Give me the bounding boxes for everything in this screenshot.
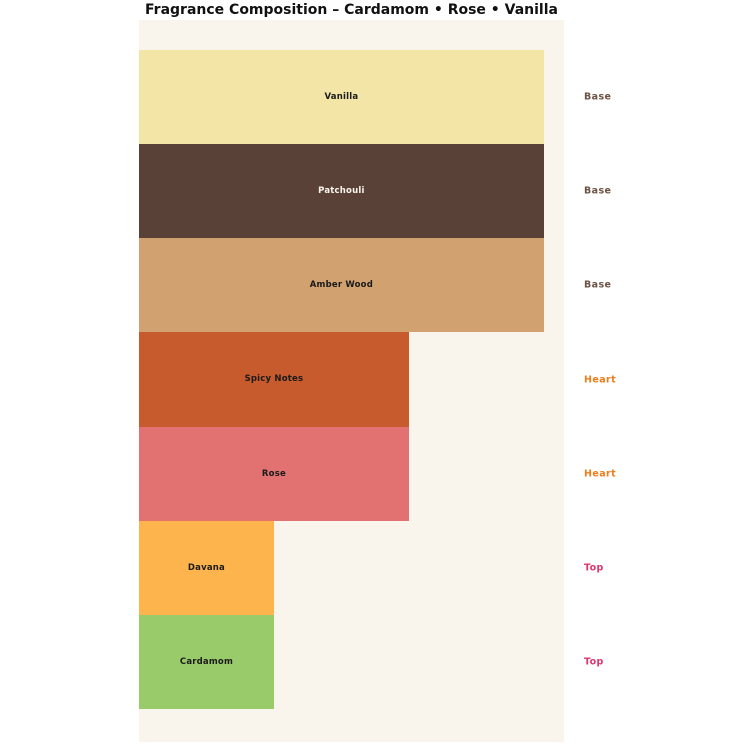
- category-label-davana: Top: [584, 562, 604, 574]
- plot-area: Vanilla Patchouli Amber Wood Spicy Notes Ros…: [139, 20, 564, 742]
- category-label-amber-wood: Base: [584, 279, 612, 291]
- bar-patchouli: Patchouli: [139, 144, 544, 239]
- category-label-vanilla: Base: [584, 91, 612, 103]
- bar-label-davana: Davana: [187, 562, 225, 573]
- category-label-cardamom: Top: [584, 656, 604, 668]
- bar-amber-wood: Amber Wood: [139, 238, 544, 333]
- bar-vanilla: Vanilla: [139, 50, 544, 145]
- bar-cardamom: Cardamom: [139, 614, 274, 709]
- bar-rose: Rose: [139, 426, 409, 521]
- category-label-rose: Heart: [584, 468, 617, 480]
- bar-spicy-notes: Spicy Notes: [139, 332, 409, 427]
- chart-title: Fragrance Composition – Cardamom • Rose …: [145, 2, 558, 18]
- bar-label-rose: Rose: [261, 468, 286, 479]
- bar-label-cardamom: Cardamom: [179, 656, 234, 667]
- bar-davana: Davana: [139, 520, 274, 615]
- bar-label-amber-wood: Amber Wood: [309, 280, 374, 291]
- category-label-patchouli: Base: [584, 185, 612, 197]
- bar-label-vanilla: Vanilla: [324, 92, 359, 103]
- category-label-spicy-notes: Heart: [584, 374, 617, 385]
- bar-label-spicy-notes: Spicy Notes: [244, 374, 304, 385]
- bar-label-patchouli: Patchouli: [318, 186, 365, 197]
